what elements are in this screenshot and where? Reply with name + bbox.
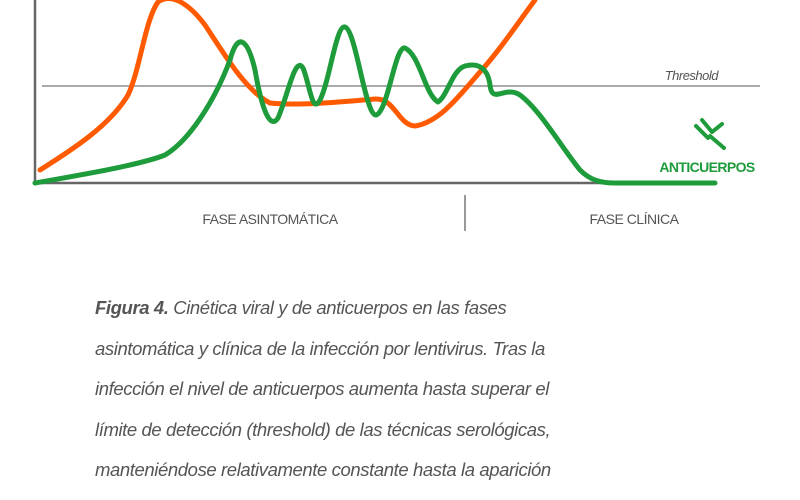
caption-line: manteniéndose relativamente constante ha…	[95, 459, 551, 480]
phase-label: FASE CLÍNICA	[590, 211, 680, 227]
antibody-icon	[694, 118, 726, 150]
caption-line: asintomática y clínica de la infección p…	[95, 338, 545, 359]
caption-text: Cinética viral y de anticuerpos en las f…	[173, 297, 507, 318]
caption-line: límite de detección (threshold) de las t…	[95, 419, 551, 440]
phase-label: FASE ASINTOMÁTICA	[202, 211, 338, 227]
caption-line: Figura 4. Cinética viral y de anticuerpo…	[95, 297, 507, 319]
threshold-label: Threshold	[665, 68, 720, 83]
antibody-curve	[32, 24, 718, 186]
caption-line: infección el nivel de anticuerpos aument…	[95, 378, 549, 399]
antibody-label: ANTICUERPOS	[659, 159, 755, 175]
caption-label: Figura 4.	[95, 297, 169, 318]
viral-curve	[37, 0, 538, 173]
figure: Threshold ANTICUERPOS FASE ASINTOMÁTICA …	[32, 0, 760, 231]
